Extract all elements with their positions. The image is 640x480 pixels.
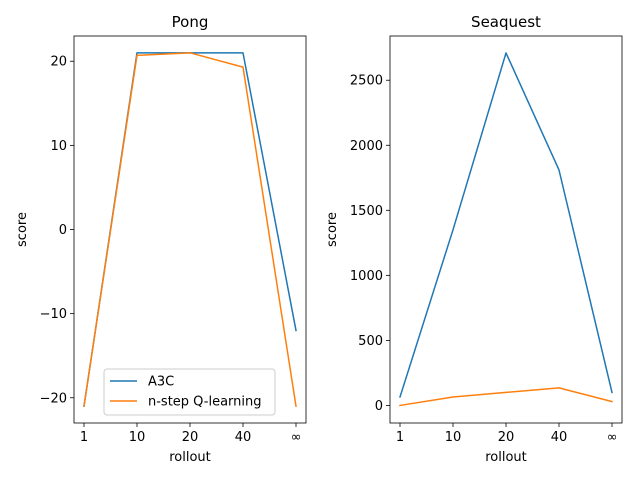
series-line-2 [399, 387, 613, 407]
x-tick-label: 40 [551, 430, 568, 445]
series-line-1 [399, 52, 613, 398]
y-axis-label: score [15, 212, 30, 247]
y-tick-label: −10 [40, 307, 67, 322]
x-tick-label: 1 [396, 430, 404, 445]
x-tick-label: 1 [80, 430, 88, 445]
x-tick-label: ∞ [607, 430, 618, 445]
legend-label: n-step Q-learning [148, 395, 262, 410]
subplot-2: 1 10 20 40 ∞ 0 500 1000 1500 2000 2500 Seaquest roll… [325, 13, 623, 465]
y-tick-label: 1500 [350, 204, 383, 219]
x-tick-label: 20 [182, 430, 199, 445]
legend-label: A3C [148, 375, 174, 390]
series-line-2 [83, 52, 297, 408]
y-tick-label: −20 [40, 391, 67, 406]
y-tick-label: 0 [375, 399, 383, 414]
axes-frame [73, 35, 307, 424]
y-tick-label: 20 [50, 55, 67, 70]
x-tick-label: ∞ [291, 430, 302, 445]
y-tick-label: 0 [59, 223, 67, 238]
axes-frame [389, 35, 623, 424]
y-tick-label: 2500 [350, 74, 383, 89]
y-tick-label: 500 [358, 334, 383, 349]
x-tick-label: 10 [445, 430, 462, 445]
x-axis-label: rollout [485, 450, 527, 465]
x-tick-label: 10 [129, 430, 146, 445]
legend: A3C n-step Q-learning [103, 368, 276, 416]
x-axis-label: rollout [169, 450, 211, 465]
x-tick-label: 40 [235, 430, 252, 445]
chart-title: Pong [172, 13, 209, 31]
y-tick-label: 10 [50, 139, 67, 154]
y-tick-label: 2000 [350, 139, 383, 154]
y-axis-label: score [325, 212, 340, 247]
x-tick-label: 20 [498, 430, 515, 445]
chart-title: Seaquest [471, 13, 541, 31]
series-line-1 [83, 52, 297, 408]
y-tick-label: 1000 [350, 269, 383, 284]
legend-box [103, 368, 276, 416]
subplot-1: 1 10 20 40 ∞ −20 −10 0 10 20 Pong rollout score A3C n-… [15, 13, 307, 465]
